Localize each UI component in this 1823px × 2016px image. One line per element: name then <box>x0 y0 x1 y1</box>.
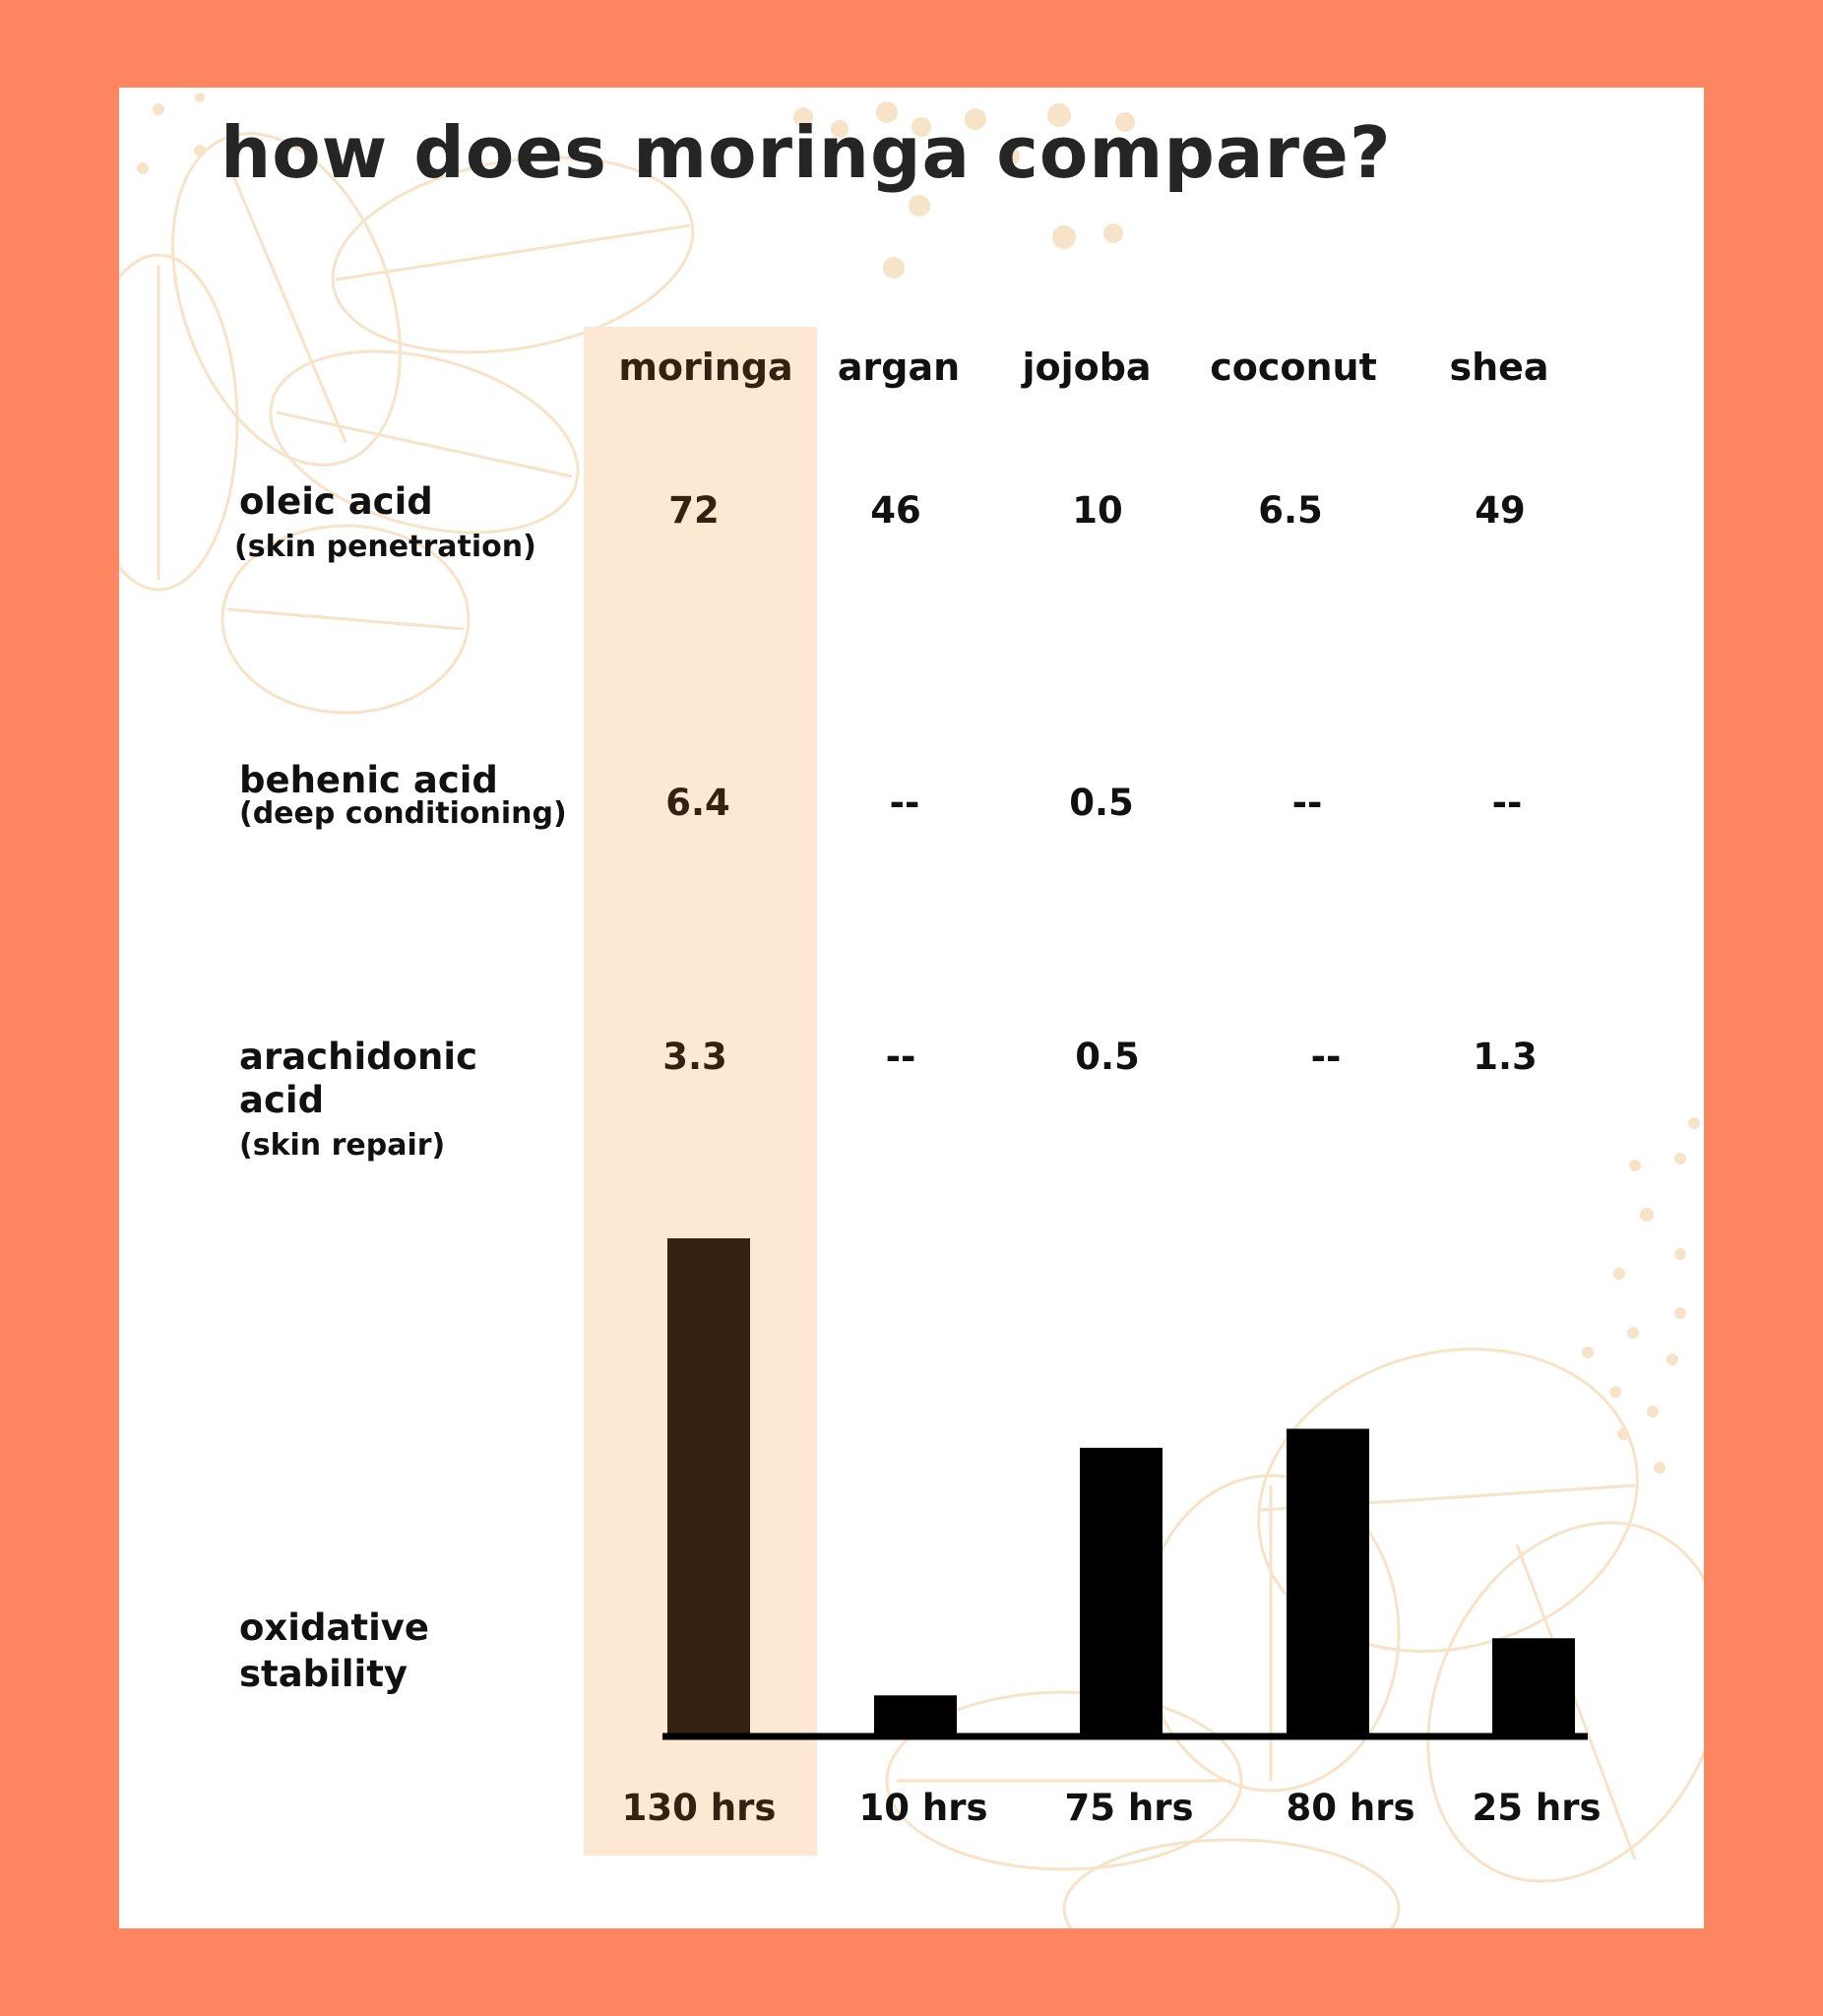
column-header-shea: shea <box>1449 346 1549 389</box>
page-title: how does moringa compare? <box>220 111 1392 194</box>
column-header-jojoba: jojoba <box>1022 346 1152 389</box>
stability-bar-shea <box>1492 1638 1575 1733</box>
cell-behenic-moringa: 6.4 <box>665 782 730 824</box>
row-label-arachidonic-acid-line1: arachidonic <box>239 1036 477 1078</box>
stability-bar-jojoba <box>1080 1447 1163 1733</box>
cell-oleic-coconut: 6.5 <box>1258 489 1323 532</box>
cell-oleic-argan: 46 <box>870 489 921 532</box>
stability-bar-moringa <box>667 1238 750 1733</box>
row-label-arachidonic-acid-line2: acid <box>239 1079 325 1121</box>
stability-label-line1: oxidative <box>239 1606 430 1649</box>
stability-label-jojoba: 75 hrs <box>1064 1787 1194 1829</box>
stability-label-shea: 25 hrs <box>1472 1787 1602 1829</box>
stability-label-argan: 10 hrs <box>858 1787 988 1829</box>
comparison-card: how does moringa compare? moringa argan … <box>119 88 1704 1928</box>
cell-arachidonic-coconut: -- <box>1310 1036 1342 1078</box>
oxidative-stability-chart <box>662 1238 1588 1740</box>
stability-label-moringa: 130 hrs <box>621 1787 777 1829</box>
column-header-coconut: coconut <box>1210 346 1377 389</box>
cell-arachidonic-argan: -- <box>885 1036 916 1078</box>
stability-label-coconut: 80 hrs <box>1286 1787 1415 1829</box>
cell-behenic-coconut: -- <box>1291 782 1323 824</box>
cell-oleic-shea: 49 <box>1475 489 1526 532</box>
cell-behenic-argan: -- <box>889 782 920 824</box>
cell-oleic-moringa: 72 <box>668 489 720 532</box>
cell-arachidonic-jojoba: 0.5 <box>1075 1036 1140 1078</box>
cell-behenic-shea: -- <box>1491 782 1523 824</box>
stability-bar-coconut <box>1287 1428 1369 1733</box>
column-header-moringa: moringa <box>618 346 793 389</box>
cell-arachidonic-moringa: 3.3 <box>662 1036 727 1078</box>
row-label-oleic-acid: oleic acid <box>239 480 433 523</box>
row-desc-arachidonic-acid: (skin repair) <box>239 1128 446 1163</box>
column-header-argan: argan <box>837 346 961 389</box>
stability-label-line2: stability <box>239 1653 409 1695</box>
cell-arachidonic-shea: 1.3 <box>1473 1036 1538 1078</box>
cell-behenic-jojoba: 0.5 <box>1069 782 1134 824</box>
cell-oleic-jojoba: 10 <box>1072 489 1123 532</box>
stability-bar-argan <box>874 1695 957 1733</box>
row-label-behenic-acid: behenic acid <box>239 759 498 801</box>
row-desc-oleic-acid: (skin penetration) <box>234 530 536 564</box>
row-desc-behenic-acid: (deep conditioning) <box>239 796 567 831</box>
